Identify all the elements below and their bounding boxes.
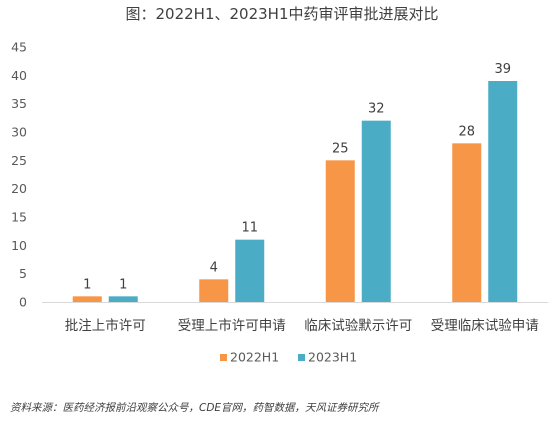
- data-label: 1: [119, 277, 127, 292]
- data-label: 1: [83, 277, 91, 292]
- bar-2022H1: [325, 160, 355, 302]
- y-tick-label: 10: [11, 238, 27, 253]
- legend-label: 2023H1: [308, 350, 357, 365]
- legend-swatch-2022H1: [220, 354, 227, 361]
- y-tick-label: 0: [19, 295, 27, 310]
- data-label: 32: [368, 102, 385, 117]
- legend-swatch-2023H1: [298, 354, 305, 361]
- bar-2022H1: [72, 296, 102, 302]
- data-label: 39: [494, 62, 511, 77]
- source-note: 资料来源：医药经济报前沿观察公众号，CDE官网，药智数据，天风证券研究所: [10, 402, 380, 414]
- y-tick-label: 45: [11, 40, 27, 55]
- axis-group: 0 5 10 15 20 25 30 35 40 45: [11, 40, 548, 310]
- y-tick-label: 30: [11, 125, 27, 140]
- y-tick-label: 40: [11, 68, 27, 83]
- legend-label: 2022H1: [230, 350, 279, 365]
- y-tick-label: 5: [19, 266, 27, 281]
- bar-2022H1: [199, 279, 229, 302]
- data-label: 4: [210, 260, 218, 275]
- data-label: 28: [458, 124, 475, 139]
- y-tick-label: 35: [11, 96, 27, 111]
- category-label: 受理上市许可申请: [178, 317, 286, 334]
- y-tick-label: 25: [11, 153, 27, 168]
- bars-group: [72, 81, 518, 303]
- category-label: 受理临床试验申请: [431, 318, 539, 334]
- y-tick-label: 20: [11, 181, 27, 196]
- bar-2023H1: [108, 296, 138, 302]
- data-label: 25: [332, 141, 349, 156]
- category-label: 批注上市许可: [65, 317, 146, 334]
- bar-2023H1: [488, 81, 518, 302]
- category-label: 临床试验默示许可: [304, 318, 412, 334]
- y-tick-label: 15: [11, 210, 27, 225]
- bar-2023H1: [361, 120, 391, 303]
- data-label: 11: [241, 221, 258, 236]
- legend: 2022H1 2023H1: [220, 350, 357, 365]
- chart-title: 图：2022H1、2023H1中药审评审批进展对比: [126, 5, 439, 23]
- bar-2022H1: [452, 143, 482, 302]
- bar-2023H1: [235, 239, 265, 302]
- category-labels-group: 批注上市许可 受理上市许可申请 临床试验默示许可 受理临床试验申请: [65, 317, 539, 334]
